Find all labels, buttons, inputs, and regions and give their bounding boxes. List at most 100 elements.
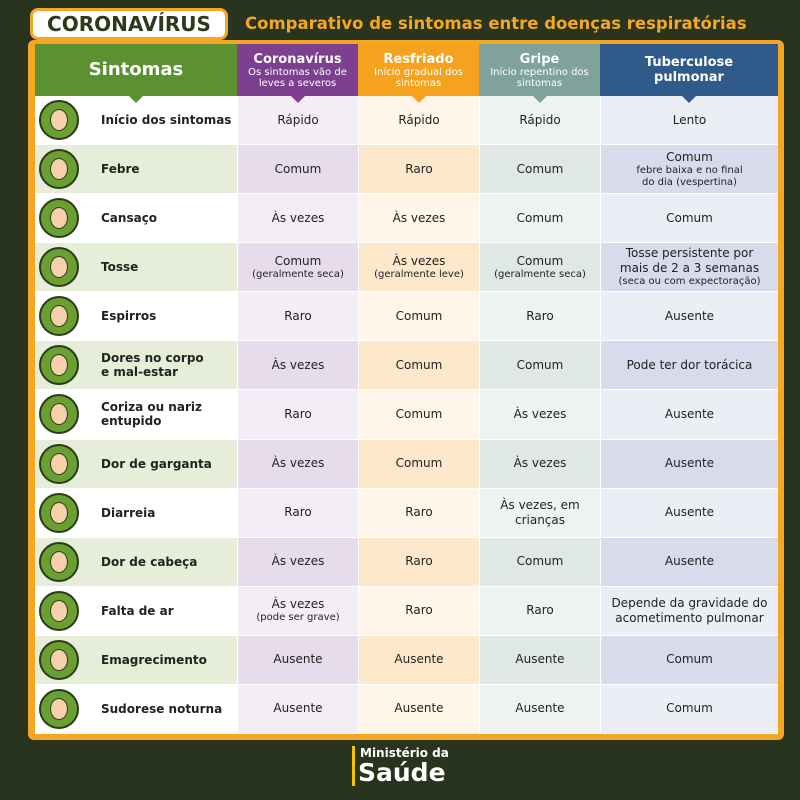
symptom-icon	[39, 149, 79, 190]
footer-line2: Saúde	[358, 758, 446, 787]
symptom-icon	[39, 296, 79, 337]
cell: Comum	[479, 194, 600, 244]
symptom-cell: Espirros	[35, 292, 237, 342]
footer-line1: Ministério da	[360, 746, 449, 760]
cell: Às vezes	[237, 194, 358, 244]
cell: Ausente	[237, 635, 358, 685]
column-title: Gripe	[519, 51, 560, 67]
symptom-icon	[39, 247, 79, 288]
symptom-icon	[39, 541, 79, 582]
cell-text: Comum	[516, 253, 564, 268]
cell: Rápido	[358, 96, 479, 146]
cell: Comum	[479, 145, 600, 195]
badge: CORONAVÍRUS	[30, 8, 228, 40]
cell: Comum	[479, 537, 600, 587]
icon-face	[50, 354, 68, 377]
symptom-cell: Dor de cabeça	[35, 537, 237, 587]
cell-note: (geralmente seca)	[494, 268, 586, 280]
symptom-label: Início dos sintomas	[101, 113, 232, 128]
symptom-label: Diarreia	[101, 505, 156, 520]
icon-face	[50, 403, 68, 426]
cell: Ausente	[479, 684, 600, 734]
symptom-label: Emagrecimento	[101, 652, 207, 667]
column-header: Resfriado Início gradual dos sintomas	[358, 44, 479, 96]
symptom-cell: Emagrecimento	[35, 635, 237, 685]
symptom-cell: Febre	[35, 145, 237, 195]
symptom-cell: Diarreia	[35, 488, 237, 538]
cell: Comum	[600, 684, 778, 734]
header-pointer	[411, 96, 426, 103]
cell: Raro	[479, 586, 600, 636]
cell: Comum	[358, 292, 479, 342]
cell: Às vezes	[237, 341, 358, 391]
cell: Ausente	[358, 684, 479, 734]
cell: Raro	[358, 145, 479, 195]
cell-text: Às vezes	[271, 597, 325, 612]
symptom-label: Cansaço	[101, 211, 158, 226]
cell-note: (geralmente seca)	[252, 268, 344, 280]
symptom-icon	[39, 100, 79, 141]
symptom-label: Dores no corpo e mal-estar	[101, 351, 204, 380]
symptom-icon	[39, 198, 79, 239]
cell-note: (pode ser grave)	[256, 612, 340, 624]
symptom-label: Falta de ar	[101, 603, 174, 618]
cell: Ausente	[600, 439, 778, 489]
header-pointer	[532, 96, 547, 103]
cell: Raro	[358, 586, 479, 636]
column-title: Sintomas	[88, 59, 184, 80]
column-header: Gripe Início repentino dos sintomas	[479, 44, 600, 96]
column-title: Tuberculose pulmonar	[644, 55, 734, 85]
cell: Depende da gravidade do acometimento pul…	[600, 586, 778, 636]
cell: Comum	[600, 635, 778, 685]
cell: Tosse persistente por mais de 2 a 3 sema…	[600, 243, 778, 293]
icon-face	[50, 501, 68, 524]
cell: Ausente	[600, 488, 778, 538]
cell: Comum	[358, 341, 479, 391]
symptom-icon	[39, 688, 79, 729]
icon-face	[50, 305, 68, 328]
cell: Comum	[358, 390, 479, 440]
cell: Lento	[600, 96, 778, 146]
cell: Às vezes	[237, 537, 358, 587]
symptom-cell: Dor de garganta	[35, 439, 237, 489]
cell-note: febre baixa e no final do dia (vespertin…	[636, 164, 743, 188]
cell: Rápido	[237, 96, 358, 146]
cell: Às vezes (pode ser grave)	[237, 586, 358, 636]
cell: Raro	[479, 292, 600, 342]
header-pointer	[682, 96, 696, 103]
cell: Comum	[600, 194, 778, 244]
cell: Ausente	[600, 390, 778, 440]
symptom-icon	[39, 639, 79, 680]
symptom-icon	[39, 443, 79, 484]
cell: Ausente	[600, 537, 778, 587]
cell: Raro	[237, 390, 358, 440]
icon-face	[50, 599, 68, 622]
symptom-label: Dor de cabeça	[101, 554, 198, 569]
cell: Ausente	[237, 684, 358, 734]
symptom-label: Febre	[101, 162, 140, 177]
symptom-cell: Tosse	[35, 243, 237, 293]
icon-face	[50, 550, 68, 573]
table: Sintomas Coronavírus Os sintomas vão de le…	[35, 44, 778, 734]
cell: Comum (geralmente seca)	[237, 243, 358, 293]
column-header: Tuberculose pulmonar	[600, 44, 778, 96]
column-title: Coronavírus	[253, 51, 342, 67]
symptom-icon	[39, 492, 79, 533]
symptom-icon	[39, 590, 79, 631]
symptom-label: Espirros	[101, 309, 157, 324]
icon-face	[50, 256, 68, 279]
cell: Às vezes, em crianças	[479, 488, 600, 538]
cell-text: Comum	[666, 149, 713, 164]
icon-face	[50, 207, 68, 230]
cell: Comum	[479, 341, 600, 391]
cell: Ausente	[479, 635, 600, 685]
title: Comparativo de sintomas entre doenças re…	[245, 13, 747, 33]
cell: Ausente	[600, 292, 778, 342]
symptom-cell: Falta de ar	[35, 586, 237, 636]
icon-face	[50, 109, 68, 132]
column-header: Coronavírus Os sintomas vão de leves a se…	[237, 44, 358, 96]
icon-face	[50, 158, 68, 181]
cell: Às vezes	[479, 390, 600, 440]
symptom-label: Dor de garganta	[101, 456, 212, 471]
